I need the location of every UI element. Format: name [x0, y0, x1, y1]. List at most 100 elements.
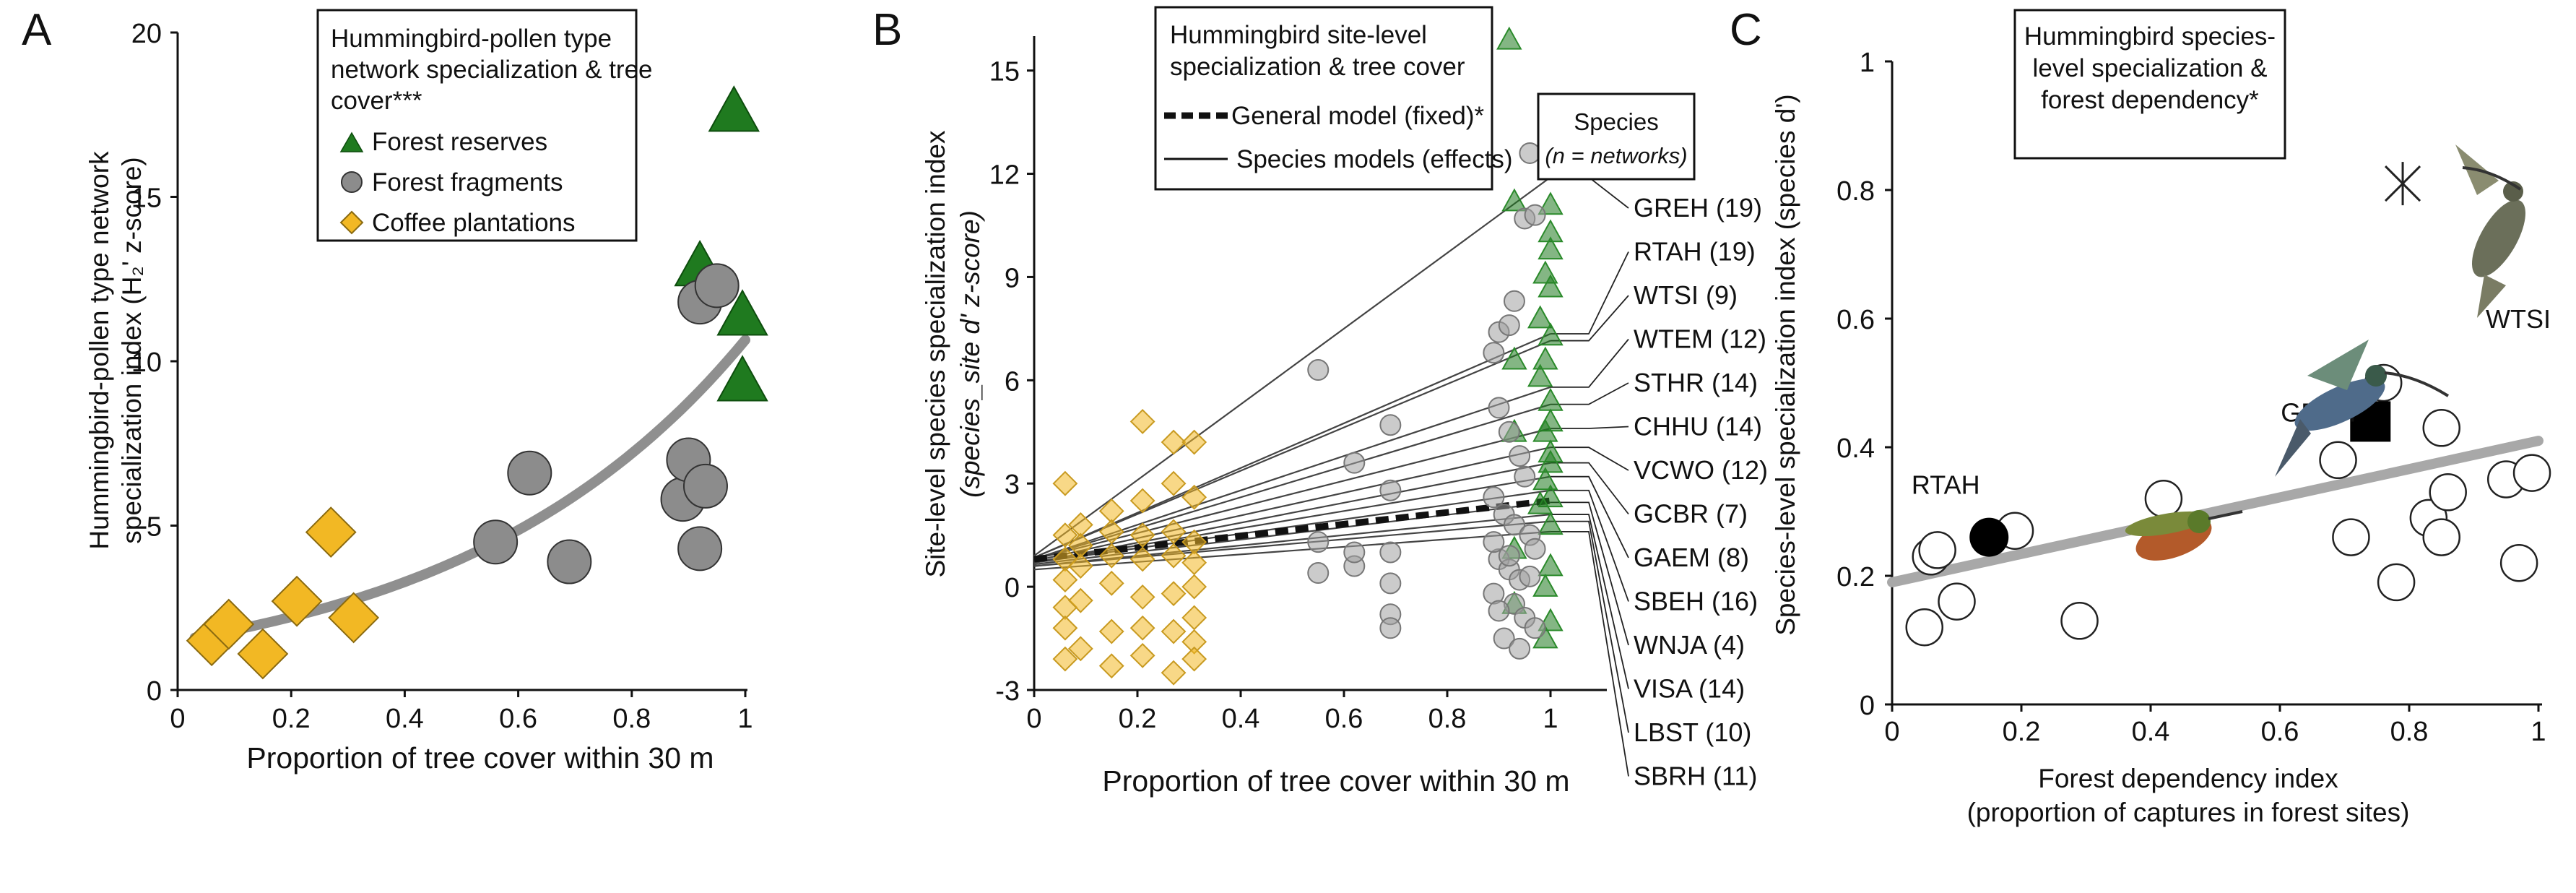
panel-b-point-forest-fragments: [1519, 142, 1541, 164]
panel-b-point-forest-fragments: [1524, 538, 1546, 560]
panel-c-point-species: [2332, 518, 2370, 556]
panel-c-xlabel-2: (proportion of captures in forest sites): [1967, 798, 2410, 827]
species-label-sthr: STHR (14): [1634, 368, 1758, 397]
panel-b-point-forest-fragments: [1514, 465, 1536, 488]
panel-b-point-coffee-plantations: [1181, 550, 1207, 576]
panel-b-x-tick-label: 1: [1543, 704, 1558, 734]
legend-general-model-label: General model (fixed)*: [1231, 102, 1485, 130]
panel-b-point-forest-fragments: [1503, 514, 1525, 536]
panel-b-point-forest-fragments: [1307, 359, 1330, 381]
panel-b-y-tick-label: 3: [1005, 470, 1020, 500]
legend-label-forest-reserves: Forest reserves: [372, 128, 547, 156]
panel-a-point-forest-fragments: [547, 539, 592, 584]
panel-a-point-forest-reserves: [716, 289, 768, 336]
panel-b-point-forest-reserves: [1501, 346, 1527, 370]
panel-c-ticks: 0 0.2 0.4 0.6 0.8 1 0 0.2 0.4 0.6 0.8 1: [1836, 48, 2546, 747]
panel-b-point-coffee-plantations: [1181, 484, 1207, 510]
panel-b-point-forest-reserves: [1532, 467, 1558, 491]
panel-label-a: A: [22, 5, 52, 55]
panel-b-point-forest-reserves: [1538, 191, 1564, 215]
panel-c-y-tick-label: 0.4: [1836, 433, 1875, 464]
panel-b-point-forest-fragments: [1498, 420, 1520, 443]
panel-b-title-1: Hummingbird site-level: [1170, 21, 1427, 49]
panel-c-trend-line: [1887, 436, 2544, 587]
panel-b-point-coffee-plantations: [1098, 618, 1124, 644]
panel-b-xlabel: Proportion of tree cover within 30 m: [1102, 764, 1569, 798]
panel-a-point-coffee-plantations: [305, 506, 357, 558]
panel-b-point-coffee-plantations: [1181, 605, 1207, 631]
species-leader-lbst: [1551, 520, 1629, 733]
panel-b-point-coffee-plantations: [1129, 615, 1155, 641]
panel-b-point-coffee-plantations: [1161, 543, 1187, 569]
panel-c-trend-line-mark: [1887, 436, 2544, 587]
panel-b-point-coffee-plantations: [1098, 543, 1124, 569]
panel-b-point-forest-reserves: [1538, 553, 1564, 577]
panel-c-point-species: [1938, 582, 1976, 621]
panel-b-point-forest-fragments: [1379, 479, 1402, 501]
species-label-chhu: CHHU (14): [1634, 412, 1762, 441]
panel-b-point-coffee-plantations: [1181, 574, 1207, 600]
panel-b-point-coffee-plantations: [1129, 642, 1155, 668]
panel-a-y-tick-label: 10: [131, 348, 162, 378]
panel-b-point-coffee-plantations: [1161, 618, 1187, 644]
panel-c-xlabel: Forest dependency index: [2038, 764, 2338, 793]
panel-a-point-forest-fragments: [473, 519, 519, 565]
panel-b-x-tick-label: 0.8: [1428, 704, 1467, 734]
panel-c-title-1: Hummingbird species-: [2024, 22, 2276, 51]
panel-b-point-coffee-plantations: [1052, 646, 1078, 672]
panel-b-point-forest-fragments: [1307, 562, 1330, 584]
species-line-sbrh: [1033, 530, 1551, 571]
panel-c-point-species: [1905, 608, 1943, 647]
panel-a-point-coffee-plantations: [328, 592, 380, 644]
panel-b-points: [1052, 26, 1564, 686]
panel-b-y-tick-label: 6: [1005, 366, 1020, 397]
panel-c-ylabel: Species-level specialization index (spec…: [1771, 94, 1800, 636]
panel-c-axes: [1891, 61, 2542, 706]
panel-b-x-tick-label: 0.4: [1222, 704, 1260, 734]
panel-b-point-coffee-plantations: [1129, 488, 1155, 514]
panel-c-legend-box: [2013, 9, 2286, 160]
panel-b-species-labels: GREH (19) RTAH (19) WTSI (9) WTEM (12) STHR …: [1634, 193, 1768, 791]
panel-c-x-tick-label: 0.8: [2390, 717, 2429, 747]
panel-c: C RTAHGREHWTSI 00.20.40.60.8100.20.40.60…: [1730, 5, 2551, 827]
species-box-title: Species: [1574, 108, 1658, 135]
panel-b-y-tick-label: 0: [1005, 573, 1020, 603]
species-leader-rtah: [1551, 251, 1629, 335]
panel-b-point-forest-reserves: [1527, 305, 1553, 329]
panel-a-point-forest-reserves: [708, 85, 760, 132]
panel-b-point-forest-fragments: [1503, 290, 1525, 312]
panel-b-point-coffee-plantations: [1181, 646, 1207, 672]
panel-b-point-forest-fragments: [1509, 445, 1531, 467]
species-leader-greh: [1551, 176, 1629, 209]
panel-a-y-tick-label: 15: [131, 184, 162, 214]
species-leader-wtsi: [1551, 295, 1629, 342]
panel-b-point-forest-fragments: [1379, 617, 1402, 639]
panel-b-point-coffee-plantations: [1129, 546, 1155, 572]
panel-b-point-forest-fragments: [1498, 545, 1520, 567]
panel-c-point-species: [2319, 441, 2357, 480]
panel-c-x-tick-label: 0.2: [2003, 717, 2041, 747]
panel-label-c: C: [1730, 5, 1762, 55]
panel-c-x-tick-label: 0: [1884, 717, 1899, 747]
panel-b-point-forest-fragments: [1379, 541, 1402, 564]
panel-c-title-3: forest dependency*: [2041, 86, 2259, 114]
panel-b-point-forest-reserves: [1532, 418, 1558, 442]
species-line-greh: [1033, 176, 1551, 557]
hummingbird-rtah-illustration: [2125, 510, 2243, 561]
panel-b-point-forest-reserves: [1538, 274, 1564, 298]
panel-a-x-tick-label: 0.6: [499, 704, 537, 734]
panel-b-ylabel-1: Site-level species specialization index: [921, 130, 950, 578]
species-label-greh: GREH (19): [1634, 193, 1762, 223]
panel-a-trend-curve: [189, 335, 750, 643]
species-leader-wnja: [1551, 501, 1629, 646]
panel-b-point-forest-fragments: [1379, 414, 1402, 436]
panel-b-point-forest-reserves: [1496, 26, 1522, 50]
panel-a-point-forest-reserves: [716, 355, 768, 402]
panel-b-point-forest-reserves: [1532, 574, 1558, 597]
panel-a-ylabel-1: Hummingbird-pollen type network: [84, 151, 114, 550]
panel-a-y-tick-label: 5: [147, 512, 162, 543]
panel-c-point-species: [2422, 518, 2460, 556]
panel-b-point-forest-fragments: [1343, 452, 1366, 474]
